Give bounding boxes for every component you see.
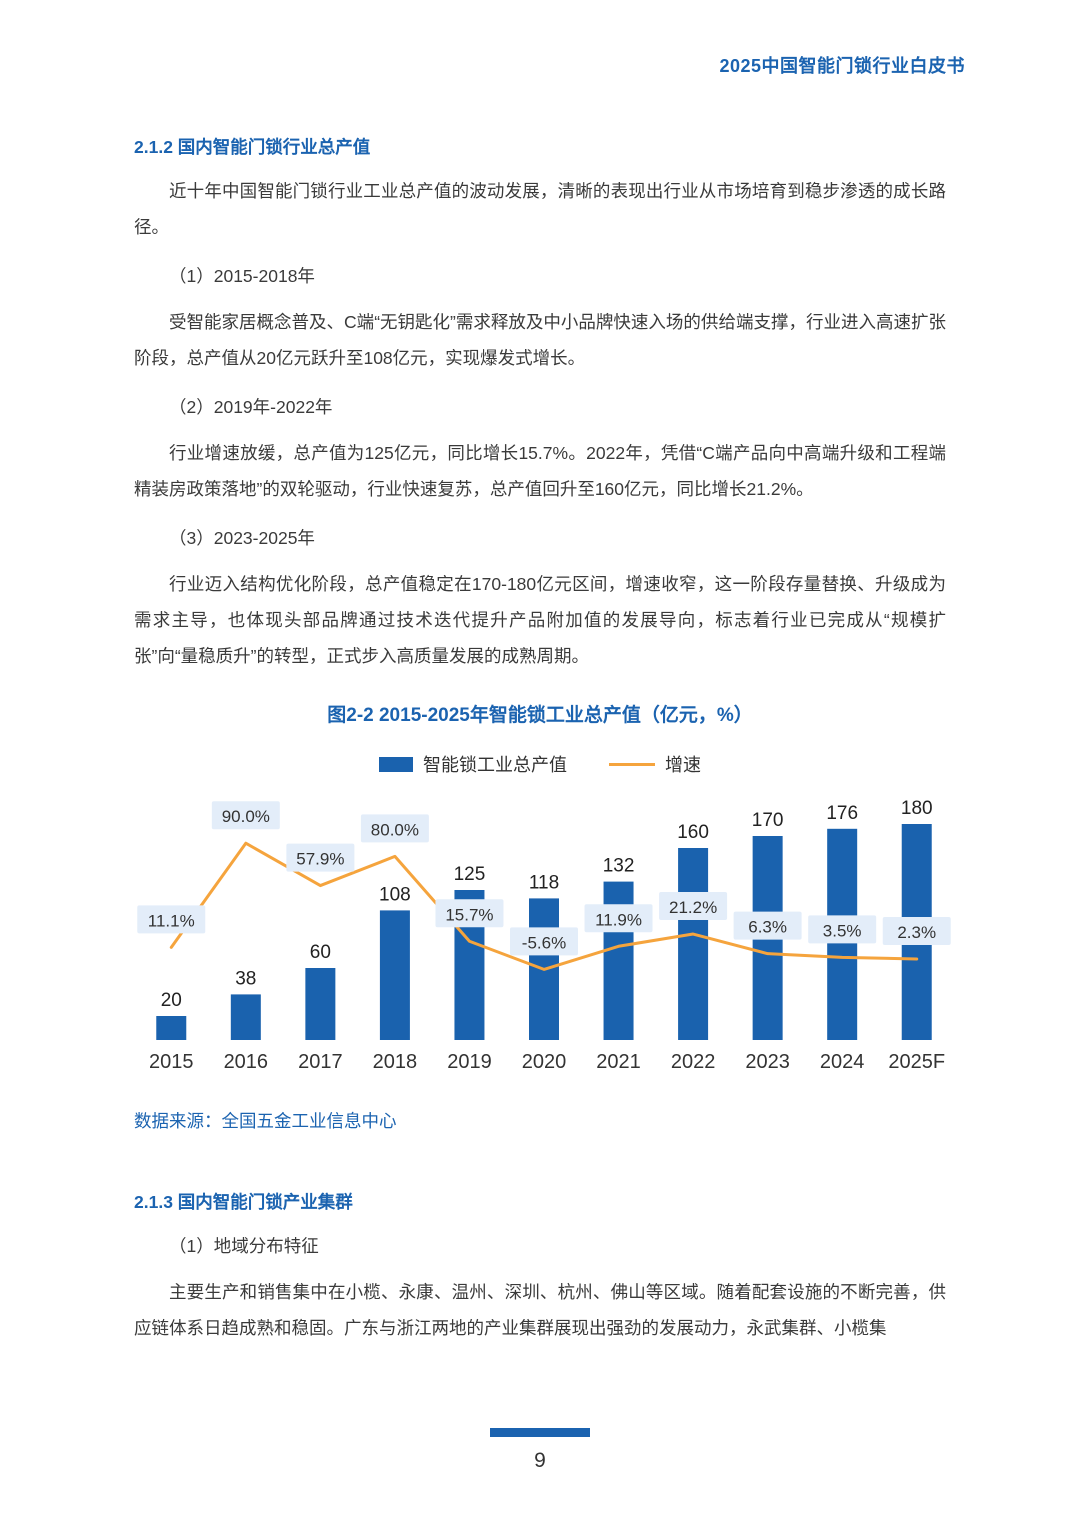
section-2-1-2-heading: 2.1.2 国内智能门锁行业总产值: [134, 137, 371, 157]
growth-label-box: [211, 801, 280, 830]
section-2-1-3-heading: 2.1.3 国内智能门锁产业集群: [134, 1192, 353, 1212]
page-number: 9: [534, 1449, 546, 1472]
growth-label-box: [360, 814, 429, 843]
chart-bar-2018: [379, 910, 410, 1040]
growth-rate-label: 11.1%: [148, 911, 195, 930]
bar-value-label: 170: [752, 810, 784, 831]
growth-rate-label: 21.2%: [669, 898, 717, 917]
x-axis-label: 2018: [373, 1051, 418, 1073]
list-item-1-title: （1）2015-2018年: [169, 266, 315, 286]
growth-label-box: [510, 927, 578, 956]
chart-title: 图2-2 2015-2025年智能锁工业总产值（亿元，%）: [327, 705, 753, 726]
growth-rate-label: 15.7%: [445, 905, 493, 924]
bar-value-label: 60: [310, 942, 331, 963]
legend-line-label: 增速: [665, 755, 701, 775]
bar-value-label: 160: [677, 822, 709, 843]
growth-rate-label: 3.5%: [823, 921, 862, 940]
list-item-2-body: 行业增速放缓，总产值为125亿元，同比增长15.7%。2022年，凭借“C端产品…: [134, 443, 946, 499]
growth-rate-label: 2.3%: [897, 923, 936, 942]
doc-title: 2025中国智能门锁行业白皮书: [719, 56, 965, 76]
section-2-1-3-item1-title: （1）地域分布特征: [169, 1236, 319, 1256]
x-axis-label: 2021: [596, 1051, 641, 1073]
data-source-note: 数据来源：全国五金工业信息中心: [134, 1111, 397, 1131]
growth-rate-label: 80.0%: [371, 820, 419, 839]
chart-bar-2016: [230, 994, 261, 1040]
chart-block: 图2-2 2015-2025年智能锁工业总产值（亿元，%） 智能锁工业总产值 增…: [134, 700, 951, 1090]
bar-value-label: 118: [529, 872, 559, 893]
chart-bar-2022: [678, 848, 709, 1040]
growth-label-box: [137, 905, 206, 934]
x-axis-label: 2019: [447, 1051, 492, 1073]
list-item-1-body: 受智能家居概念普及、C端“无钥匙化”需求释放及中小品牌快速入场的供给端支撑，行业…: [134, 312, 946, 368]
line-swatch-icon: [609, 762, 655, 766]
paragraph-intro: 近十年中国智能门锁行业工业总产值的波动发展，清晰的表现出行业从市场培育到稳步渗透…: [134, 181, 946, 237]
growth-rate-label: -5.6%: [522, 933, 566, 952]
bar-value-label: 176: [826, 803, 858, 824]
x-axis-label: 2022: [671, 1051, 716, 1073]
chart-area: 20 38 60 108 125 118 132 160 170 176 180 11.1% 90.0%…: [134, 785, 954, 1090]
list-item-2-title: （2）2019年-2022年: [169, 397, 333, 417]
list-item-3-title: （3）2023-2025年: [169, 528, 315, 548]
x-axis-label: 2023: [745, 1051, 790, 1073]
x-axis-label: 2015: [149, 1051, 194, 1073]
doc-header: 2025中国智能门锁行业白皮书: [0, 0, 1080, 78]
bar-value-label: 132: [603, 856, 635, 877]
growth-rate-label: 90.0%: [222, 807, 270, 826]
chart-legend: 智能锁工业总产值 增速: [134, 751, 946, 777]
x-axis-label: 2020: [522, 1051, 567, 1073]
growth-label-box: [435, 899, 504, 928]
growth-label-box: [733, 911, 802, 940]
growth-label-box: [808, 915, 877, 944]
x-axis-label: 2024: [820, 1051, 865, 1073]
footer-bar: [490, 1428, 590, 1437]
bar-line-chart: 20 38 60 108 125 118 132 160 170 176 180 11.1% 90.0%…: [137, 798, 951, 1073]
growth-label-box: [882, 916, 951, 945]
legend-item-line: 增速: [609, 751, 701, 777]
section-2-1-3-item1-body: 主要生产和销售集中在小榄、永康、温州、深圳、杭州、佛山等区域。随着配套设施的不断…: [134, 1282, 946, 1338]
page-content: 2.1.2 国内智能门锁行业总产值 近十年中国智能门锁行业工业总产值的波动发展，…: [0, 134, 1080, 1346]
bar-value-label: 20: [161, 990, 182, 1011]
list-item-3-body: 行业迈入结构优化阶段，总产值稳定在170-180亿元区间，增速收窄，这一阶段存量…: [134, 574, 946, 666]
page-footer: 9: [0, 1428, 1080, 1473]
x-axis-label: 2025F: [888, 1051, 945, 1073]
x-axis-label: 2016: [224, 1051, 268, 1073]
growth-label-box: [584, 904, 653, 933]
bar-value-label: 125: [454, 864, 486, 885]
growth-rate-label: 11.9%: [595, 910, 642, 929]
growth-rate-label: 57.9%: [296, 850, 344, 869]
bar-value-label: 108: [379, 884, 411, 905]
bar-value-label: 38: [235, 968, 256, 989]
x-axis-label: 2017: [298, 1051, 343, 1073]
chart-bar-2015: [156, 1016, 187, 1040]
growth-label-box: [659, 892, 728, 921]
bar-swatch-icon: [379, 756, 413, 772]
growth-rate-label: 6.3%: [748, 918, 787, 937]
legend-item-bars: 智能锁工业总产值: [379, 751, 567, 777]
growth-label-box: [286, 843, 355, 872]
bar-value-label: 180: [901, 798, 933, 819]
legend-bars-label: 智能锁工业总产值: [423, 755, 567, 775]
chart-bar-2017: [305, 968, 336, 1040]
